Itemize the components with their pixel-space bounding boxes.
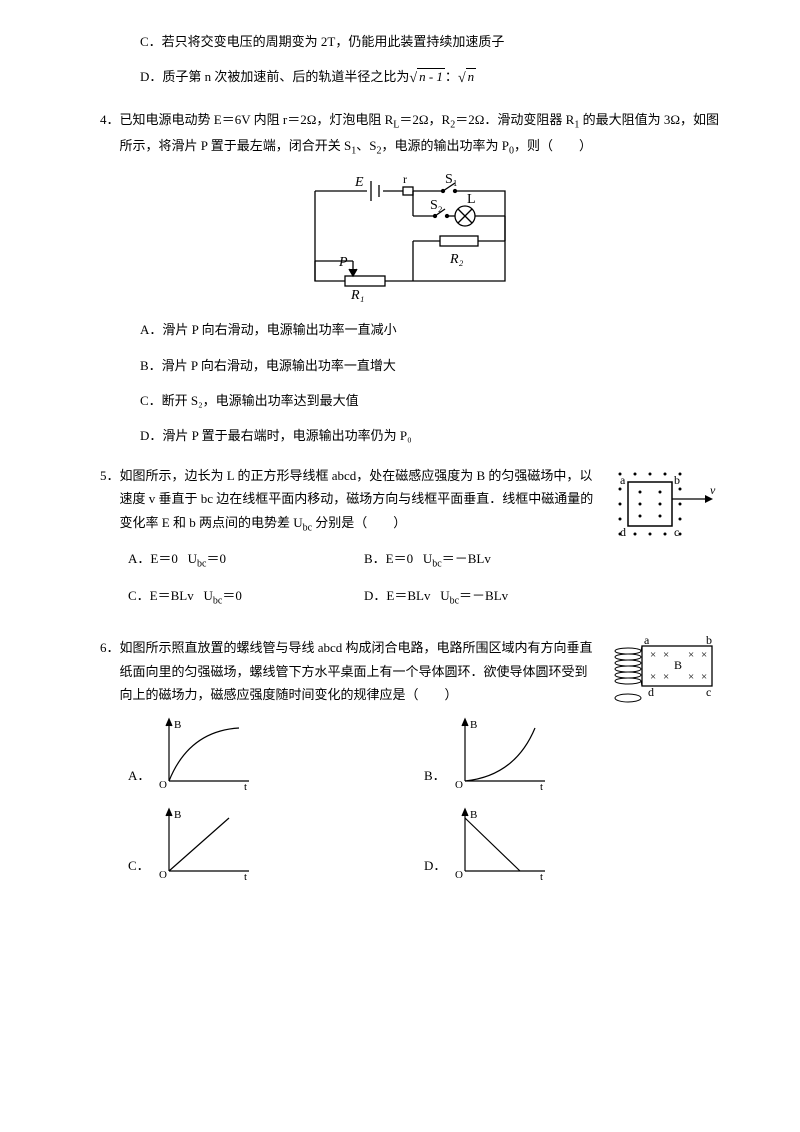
q6-prompt: 6．如图所示照直放置的螺线管与导线 abcd 构成闭合电路，电路所围区域内有方向…: [100, 636, 600, 706]
svg-text:×: ×: [688, 671, 694, 683]
svg-text:d: d: [648, 685, 654, 699]
svg-text:O: O: [159, 869, 167, 881]
q6-option-d: D． B t O: [424, 806, 720, 881]
q5-prompt: 5．如图所示，边长为 L 的正方形导线框 abcd，处在磁感应强度为 B 的匀强…: [100, 464, 600, 537]
svg-text:×: ×: [650, 671, 656, 683]
svg-text:t: t: [244, 871, 247, 883]
svg-text:S₁: S₁: [445, 172, 458, 187]
q4-prompt: 4．已知电源电动势 E＝6V 内阻 r＝2Ω，灯泡电阻 RL＝2Ω，R2＝2Ω．…: [100, 108, 720, 161]
q6-option-c: C． B t O: [128, 806, 424, 881]
svg-text:S₂: S₂: [430, 198, 443, 213]
svg-text:c: c: [674, 525, 679, 539]
svg-text:×: ×: [663, 671, 669, 683]
q4-option-b: B．滑片 P 向右滑动，电源输出功率一直增大: [100, 354, 720, 377]
svg-text:B: B: [470, 719, 477, 731]
svg-text:×: ×: [701, 649, 707, 661]
q4-circuit-diagram: E r S₁ S₂ L P R₁ R₂: [100, 171, 720, 308]
svg-text:v: v: [710, 483, 716, 497]
svg-text:t: t: [540, 781, 543, 793]
q4-option-d: D．滑片 P 置于最右端时，电源输出功率仍为 P₀: [100, 424, 720, 447]
question-5: 5．如图所示，边长为 L 的正方形导线框 abcd，处在磁感应强度为 B 的匀强…: [100, 464, 720, 621]
q4-option-c: C．断开 S₂，电源输出功率达到最大值: [100, 389, 720, 412]
svg-text:B: B: [470, 809, 477, 821]
question-4: 4．已知电源电动势 E＝6V 内阻 r＝2Ω，灯泡电阻 RL＝2Ω，R2＝2Ω．…: [100, 108, 720, 448]
svg-text:t: t: [244, 781, 247, 793]
svg-text:P: P: [338, 255, 348, 270]
svg-text:r: r: [403, 172, 407, 186]
q5-option-d: D．E＝BLv Ubc＝－BLv: [364, 584, 600, 611]
question-6: 6．如图所示照直放置的螺线管与导线 abcd 构成闭合电路，电路所围区域内有方向…: [100, 636, 720, 896]
svg-text:a: a: [644, 633, 650, 647]
q5-option-c: C．E＝BLv Ubc＝0: [128, 584, 364, 611]
svg-text:E: E: [354, 175, 364, 190]
q3-option-d: D．质子第 n 次被加速前、后的轨道半径之比为√n - 1：√n: [100, 65, 720, 91]
svg-text:L: L: [467, 192, 476, 207]
svg-text:R₁: R₁: [350, 288, 364, 303]
svg-text:O: O: [159, 779, 167, 791]
q5-option-b: B．E＝0 Ubc＝－BLv: [364, 547, 600, 574]
svg-text:O: O: [455, 869, 463, 881]
svg-text:B: B: [174, 719, 181, 731]
q5-option-a: A．E＝0 Ubc＝0: [128, 547, 364, 574]
svg-text:×: ×: [650, 649, 656, 661]
q3-option-c: C．若只将交变电压的周期变为 2T，仍能用此装置持续加速质子: [100, 30, 720, 53]
svg-text:×: ×: [663, 649, 669, 661]
svg-text:O: O: [455, 779, 463, 791]
q4-option-a: A．滑片 P 向右滑动，电源输出功率一直减小: [100, 318, 720, 341]
svg-text:B: B: [174, 809, 181, 821]
svg-text:d: d: [620, 525, 626, 539]
svg-text:B: B: [674, 658, 682, 672]
q6-figure: × × × × × × × × a b c d B: [610, 636, 720, 713]
svg-text:×: ×: [688, 649, 694, 661]
svg-text:a: a: [620, 473, 626, 487]
q6-option-a: A． B t O: [128, 716, 424, 791]
q6-option-b: B． B t O: [424, 716, 720, 791]
svg-text:×: ×: [701, 671, 707, 683]
svg-text:b: b: [674, 473, 680, 487]
svg-text:b: b: [706, 633, 712, 647]
q5-figure: a b c d v: [610, 464, 720, 561]
svg-text:c: c: [706, 685, 711, 699]
svg-text:t: t: [540, 871, 543, 883]
svg-text:R₂: R₂: [449, 252, 464, 267]
